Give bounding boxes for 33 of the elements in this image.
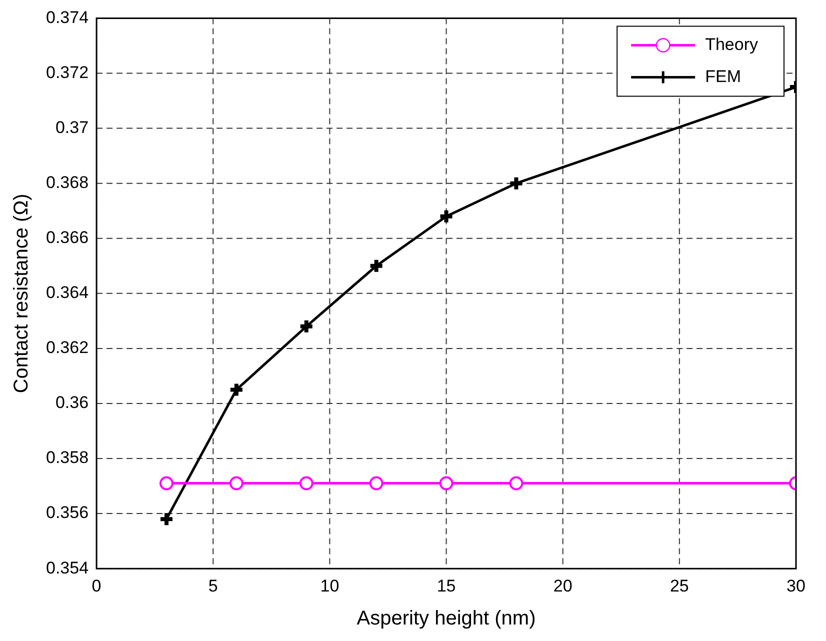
y-tick-label: 0.354 [46,558,89,578]
legend-label: Theory [705,34,758,54]
legend-label: FEM [705,66,741,86]
point [509,476,524,490]
point [229,476,244,490]
y-tick-label: 0.37 [55,118,89,137]
point [228,382,244,398]
y-tick-label: 0.36 [55,393,89,412]
x-tick-label: 10 [320,576,340,596]
point [299,476,314,490]
y-tick-label: 0.374 [46,8,89,27]
x-tick-label: 0 [92,576,102,596]
y-tick-label: 0.364 [46,283,89,302]
x-tick-label: 15 [436,576,456,596]
x-axis-title: Asperity height (nm) [356,608,536,630]
point [159,476,174,490]
y-tick-label: 0.368 [46,173,89,192]
x-tick-label: 25 [670,576,689,596]
point [438,208,454,224]
y-tick-label: 0.366 [46,228,89,248]
point [508,175,524,192]
y-tick-label: 0.372 [46,62,89,82]
point [369,476,384,490]
x-tick-label: 30 [786,576,806,596]
y-tick-label: 0.362 [46,338,89,358]
y-tick-label: 0.356 [46,503,89,522]
point [439,476,454,490]
x-tick-label: 5 [208,576,218,596]
point [368,258,384,274]
y-axis-title: Contact resistance (Ω) [10,194,33,394]
point [298,318,314,334]
x-tick-label: 20 [553,576,572,596]
y-tick-label: 0.358 [46,448,89,468]
